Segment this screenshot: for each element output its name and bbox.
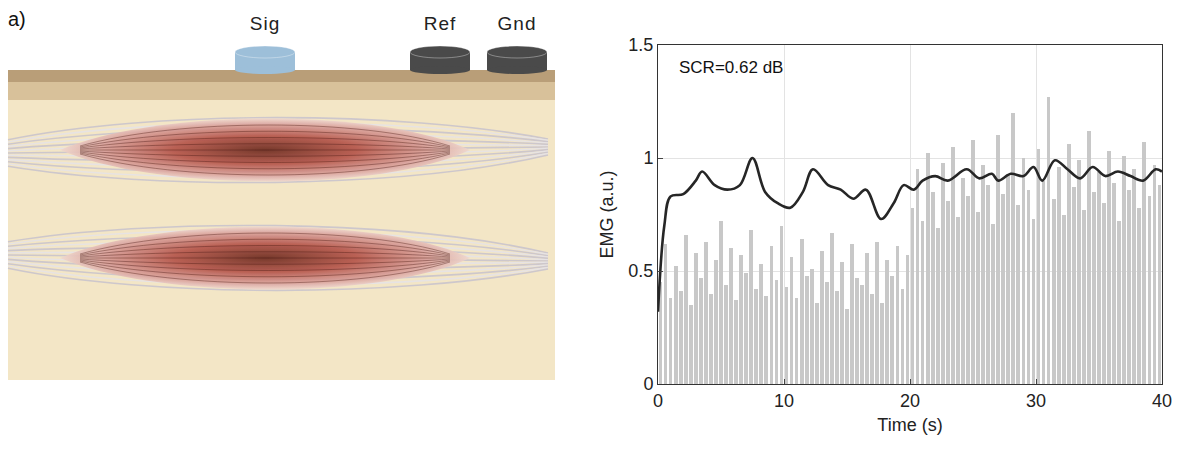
svg-text:Sig: Sig <box>250 13 280 34</box>
svg-text:1.5: 1.5 <box>628 35 653 55</box>
svg-text:0: 0 <box>653 391 663 411</box>
svg-text:10: 10 <box>774 391 794 411</box>
svg-text:40: 40 <box>1152 391 1172 411</box>
svg-text:Ref: Ref <box>424 13 457 34</box>
svg-text:EMG (a.u.): EMG (a.u.) <box>597 170 617 258</box>
svg-text:Gnd: Gnd <box>498 13 537 34</box>
svg-text:Time (s): Time (s) <box>877 415 942 435</box>
svg-text:0: 0 <box>643 374 653 394</box>
svg-text:a): a) <box>8 8 26 30</box>
svg-text:SCR=0.62 dB: SCR=0.62 dB <box>679 58 783 77</box>
svg-text:30: 30 <box>1026 391 1046 411</box>
svg-text:20: 20 <box>900 391 920 411</box>
svg-text:1: 1 <box>643 148 653 168</box>
svg-text:0.5: 0.5 <box>628 261 653 281</box>
